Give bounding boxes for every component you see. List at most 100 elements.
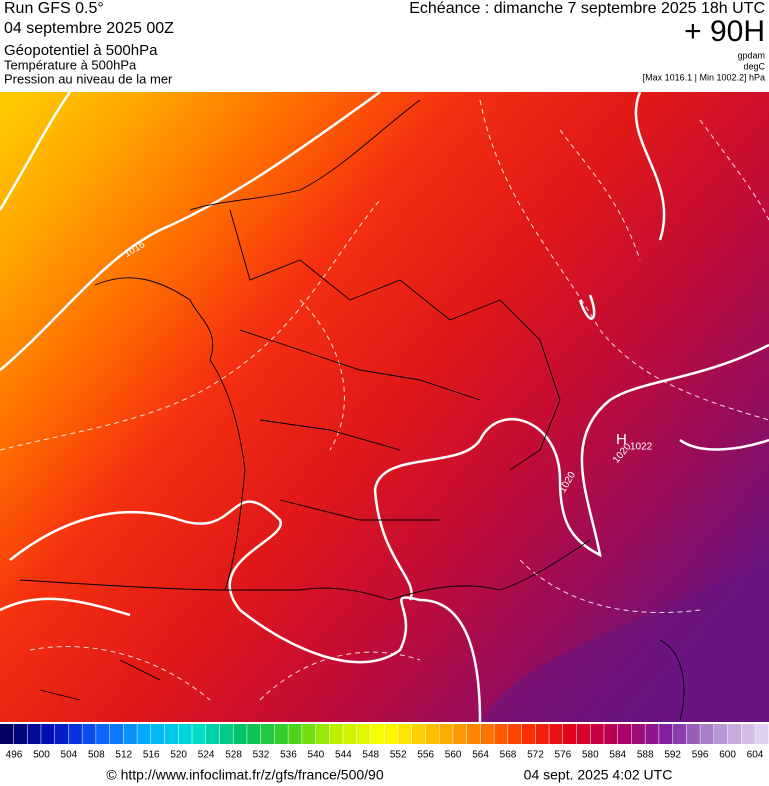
- colorbar-swatch: [205, 724, 220, 744]
- colorbar-swatch: [439, 724, 453, 744]
- colorbar-label: 528: [225, 750, 242, 761]
- colorbar-swatch: [219, 724, 233, 744]
- colorbar-swatch: [164, 724, 179, 744]
- field-main: Géopotentiel à 500hPa: [4, 42, 158, 59]
- colorbar-swatch: [41, 724, 55, 744]
- colorbar-label: 524: [198, 750, 215, 761]
- colorbar-swatch: [604, 724, 618, 744]
- colorbar-swatch: [535, 724, 549, 744]
- colorbar-swatch: [247, 724, 261, 744]
- colorbar-swatch: [741, 724, 755, 744]
- colorbar-swatch: [631, 724, 645, 744]
- run-date: 04 septembre 2025 00Z: [4, 20, 174, 37]
- colorbar-swatch: [453, 724, 467, 744]
- colorbar-label: 540: [308, 750, 325, 761]
- colorbar: 496 500 504 508 512 516 520 524 528 532 536 540 544 5…: [0, 724, 769, 761]
- colorbar-swatch: [82, 724, 96, 744]
- colorbar-swatch: [302, 724, 316, 744]
- colorbar-label: 564: [472, 750, 489, 761]
- colorbar-label: 520: [170, 750, 187, 761]
- colorbar-label: 544: [335, 750, 352, 761]
- colorbar-swatch: [494, 724, 508, 744]
- generated-time: 04 sept. 2025 4:02 UTC: [524, 767, 673, 783]
- colorbar-swatch: [714, 724, 728, 744]
- colorbar-swatch: [521, 724, 536, 744]
- colorbar-label: 500: [33, 750, 50, 761]
- colorbar-swatch: [370, 724, 384, 744]
- colorbar-label: 572: [527, 750, 544, 761]
- colorbar-swatch: [617, 724, 632, 744]
- valid-time: Echéance : dimanche 7 septembre 2025 18h…: [409, 0, 765, 17]
- colorbar-label: 588: [637, 750, 654, 761]
- colorbar-swatch: [137, 724, 151, 744]
- colorbar-label: 548: [362, 750, 379, 761]
- run-title: Run GFS 0.5°: [4, 0, 104, 17]
- colorbar-swatch: [151, 724, 165, 744]
- colorbar-swatch: [576, 724, 590, 744]
- pressure-center: H: [616, 431, 627, 448]
- colorbar-label: 516: [143, 750, 160, 761]
- colorbar-swatch: [260, 724, 275, 744]
- colorbar-label: 568: [500, 750, 517, 761]
- colorbar-swatch: [700, 724, 714, 744]
- colorbar-swatch: [590, 724, 604, 744]
- colorbar-swatch: [398, 724, 412, 744]
- cold-region: [480, 560, 769, 722]
- colorbar-swatch: [54, 724, 69, 744]
- colorbar-swatch: [96, 724, 110, 744]
- colorbar-label: 592: [664, 750, 681, 761]
- colorbar-swatch: [13, 724, 27, 744]
- field-pressure: Pression au niveau de la mer: [4, 71, 173, 86]
- colorbar-label: 560: [445, 750, 462, 761]
- colorbar-label: 596: [692, 750, 709, 761]
- colorbar-swatch: [480, 724, 494, 744]
- colorbar-label: 556: [417, 750, 434, 761]
- source-url: © http://www.infoclimat.fr/z/gfs/france/…: [106, 767, 383, 783]
- colorbar-label: 496: [6, 750, 23, 761]
- colorbar-swatch: [315, 724, 330, 744]
- unit-temp: degC: [743, 61, 765, 71]
- colorbar-label: 536: [280, 750, 297, 761]
- colorbar-swatch: [755, 724, 769, 744]
- colorbar-swatch: [466, 724, 481, 744]
- colorbar-label: 512: [115, 750, 132, 761]
- colorbar-label: 604: [747, 750, 764, 761]
- colorbar-swatch: [508, 724, 522, 744]
- colorbar-label: 552: [390, 750, 407, 761]
- colorbar-swatch: [288, 724, 302, 744]
- colorbar-swatch: [343, 724, 357, 744]
- colorbar-label: 600: [719, 750, 736, 761]
- colorbar-swatch: [686, 724, 700, 744]
- colorbar-swatch: [357, 724, 371, 744]
- colorbar-swatch: [645, 724, 659, 744]
- colorbar-swatch: [563, 724, 577, 744]
- colorbar-swatch: [109, 724, 124, 744]
- unit-geo: gpdam: [737, 50, 765, 60]
- map-field: 1016 1020 1020 H 1022: [0, 92, 769, 722]
- colorbar-swatch: [549, 724, 563, 744]
- pressure-range: [Max 1016.1 | Min 1002.2] hPa: [643, 72, 765, 82]
- colorbar-label: 532: [253, 750, 270, 761]
- colorbar-swatch: [411, 724, 426, 744]
- colorbar-swatch: [0, 724, 14, 744]
- colorbar-swatch: [274, 724, 288, 744]
- colorbar-label: 504: [61, 750, 78, 761]
- colorbar-label: 576: [555, 750, 572, 761]
- field-temp: Température à 500hPa: [4, 57, 137, 72]
- coastlines: [19, 99, 685, 721]
- colorbar-swatch: [27, 724, 41, 744]
- colorbar-swatch: [672, 724, 687, 744]
- colorbar-label: 508: [88, 750, 105, 761]
- colorbar-swatch: [233, 724, 247, 744]
- colorbar-swatch: [384, 724, 398, 744]
- colorbar-swatch: [68, 724, 82, 744]
- pressure-contours: [0, 99, 769, 701]
- colorbar-swatch: [329, 724, 343, 744]
- colorbar-swatch: [123, 724, 137, 744]
- pressure-center-value: 1022: [630, 442, 653, 453]
- colorbar-label: 584: [609, 750, 626, 761]
- colorbar-swatch: [659, 724, 673, 744]
- colorbar-swatch: [727, 724, 742, 744]
